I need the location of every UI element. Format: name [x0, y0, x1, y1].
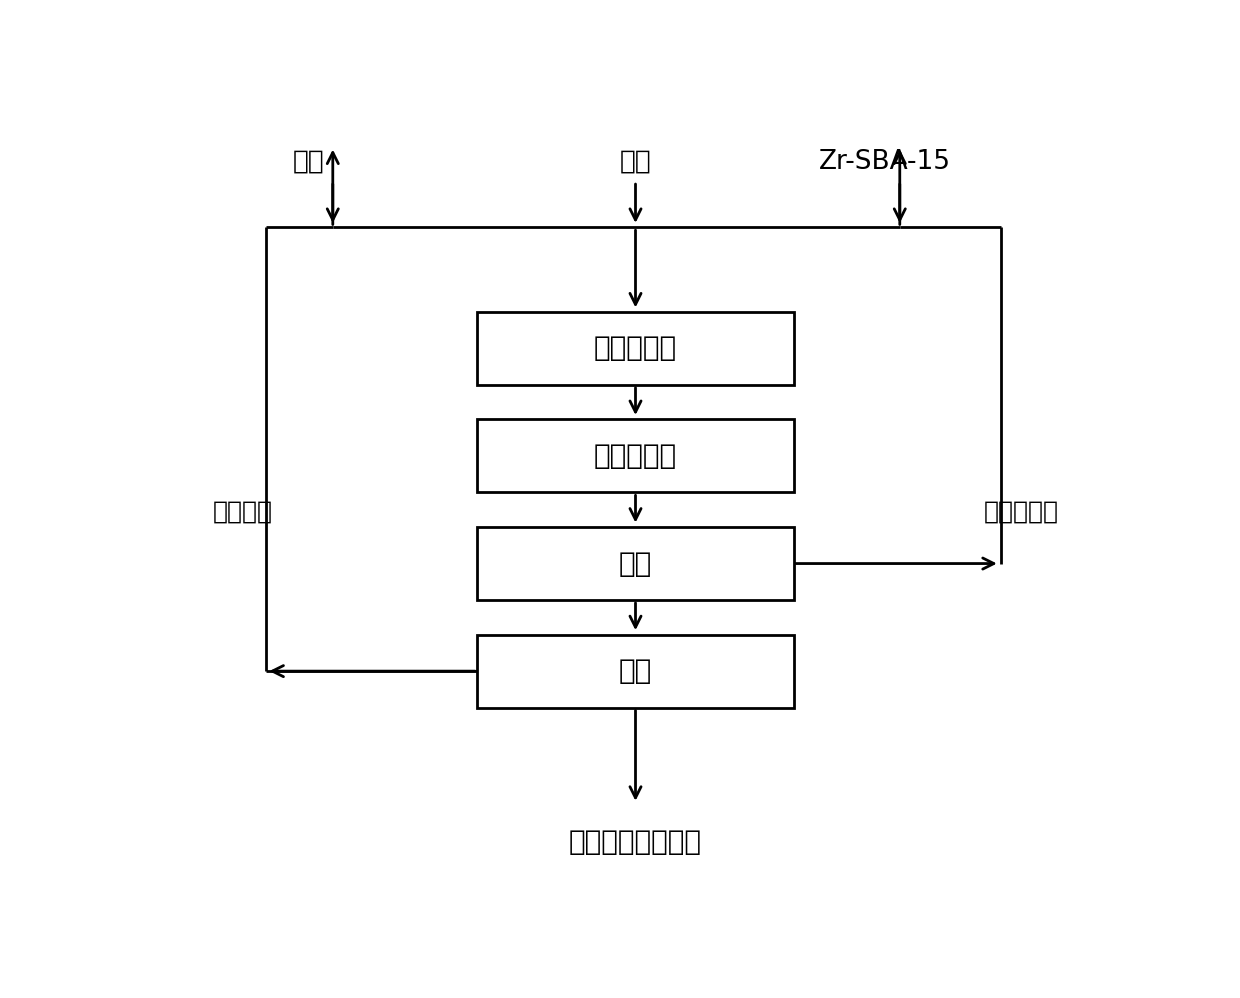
Bar	[477, 635, 794, 708]
Bar	[477, 419, 794, 492]
Bar	[477, 312, 794, 385]
Text: 乙酰丙酸甲酯产品: 乙酰丙酸甲酯产品	[569, 828, 702, 856]
Text: 糊醉: 糊醉	[620, 149, 651, 175]
Text: 蔗馏: 蔗馏	[619, 657, 652, 686]
Bar	[477, 527, 794, 600]
Text: 甲醇: 甲醇	[293, 149, 325, 175]
Text: 甲醇回用: 甲醇回用	[213, 500, 273, 524]
Text: 冷却至室温: 冷却至室温	[594, 442, 677, 470]
Text: Zr-SBA-15: Zr-SBA-15	[820, 149, 951, 175]
Text: 催化剂回用: 催化剂回用	[983, 500, 1058, 524]
Text: 一锅法反应: 一锅法反应	[594, 334, 677, 362]
Text: 过滤: 过滤	[619, 550, 652, 578]
